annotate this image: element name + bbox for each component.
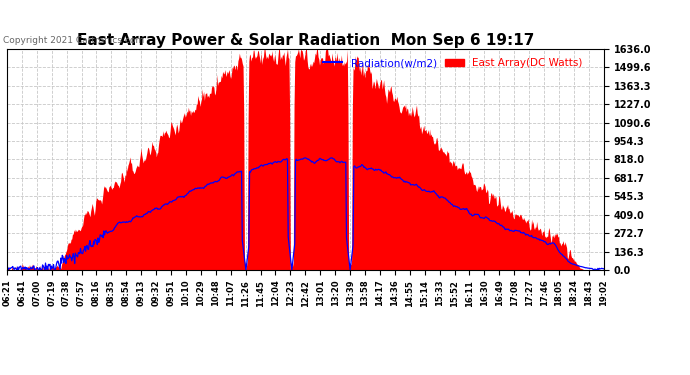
Legend: Radiation(w/m2), East Array(DC Watts): Radiation(w/m2), East Array(DC Watts) (319, 54, 586, 72)
Title: East Array Power & Solar Radiation  Mon Sep 6 19:17: East Array Power & Solar Radiation Mon S… (77, 33, 534, 48)
Text: Copyright 2021 Cartronics.com: Copyright 2021 Cartronics.com (3, 36, 145, 45)
